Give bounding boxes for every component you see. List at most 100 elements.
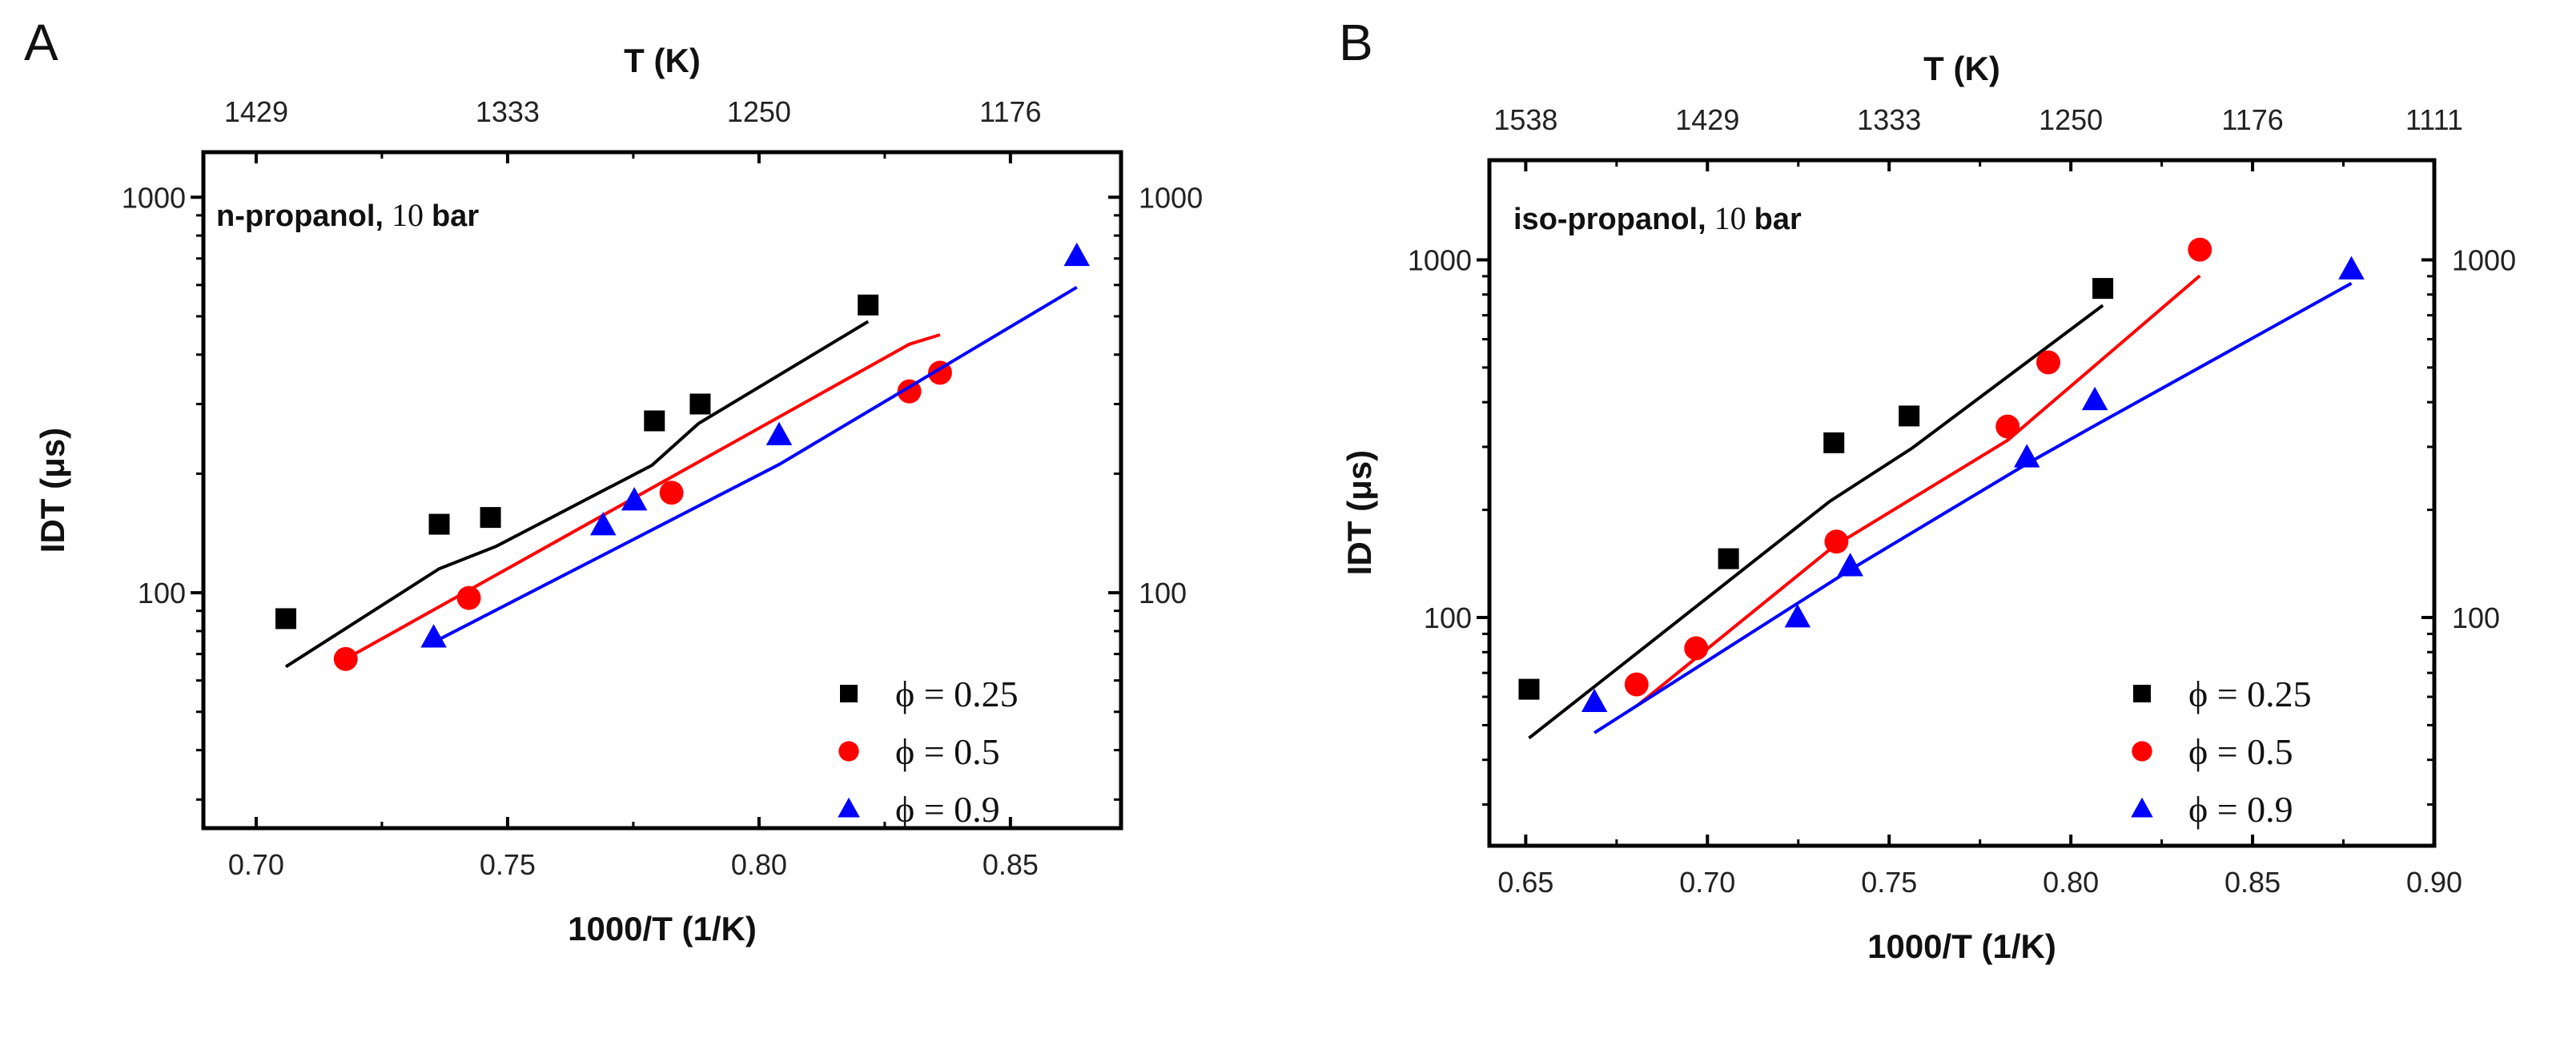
data-point-triangle — [589, 512, 617, 536]
legend-label: ϕ = 0.9 — [2188, 789, 2293, 830]
data-point-square — [428, 513, 450, 535]
series-square: ϕ = 0.25 — [1518, 278, 2312, 740]
x-tick-label: 0.70 — [1679, 866, 1735, 899]
data-point-circle — [1995, 414, 2020, 439]
y-tick-label: 1000 — [122, 181, 186, 214]
legend-marker-square — [2133, 685, 2151, 702]
data-point-triangle — [2013, 444, 2040, 468]
top-x-tick-label: 1333 — [1857, 103, 1921, 136]
data-point-triangle — [1837, 553, 1863, 577]
model-line-circle — [1635, 274, 2201, 708]
legend-label: ϕ = 0.25 — [895, 674, 1019, 714]
legend-label: ϕ = 0.9 — [895, 789, 1000, 830]
plot-frame — [1487, 158, 2437, 848]
x-tick-label: 0.80 — [731, 848, 787, 881]
x-tick-label: 0.70 — [228, 848, 284, 881]
data-point-circle — [659, 481, 684, 505]
top-x-tick-label: 1333 — [476, 95, 540, 128]
top-x-tick-label: 1538 — [1493, 103, 1557, 136]
legend-marker-triangle — [838, 797, 860, 818]
right-y-tick-label: 1000 — [1139, 181, 1203, 214]
annotation-pressure: 10 — [1714, 200, 1746, 236]
data-point-circle — [1684, 636, 1709, 661]
x-tick-label: 0.80 — [2043, 866, 2099, 899]
model-line-square — [1528, 304, 2104, 740]
series-triangle: ϕ = 0.9 — [420, 242, 1090, 830]
data-point-square — [858, 294, 879, 316]
y-tick-label: 100 — [1424, 601, 1472, 634]
y-axis-title: IDT (μs) — [1340, 450, 1378, 575]
legend-marker-square — [840, 685, 858, 702]
data-point-circle — [333, 646, 358, 671]
annotation-fuel: n-propanol, — [216, 199, 384, 233]
data-point-triangle — [420, 624, 447, 648]
y-tick-label: 1000 — [1408, 243, 1472, 276]
series-square: ϕ = 0.25 — [275, 294, 1019, 714]
data-point-square — [689, 393, 711, 415]
annotation-unit: bar — [432, 199, 479, 233]
right-y-tick-label: 1000 — [2452, 243, 2516, 276]
annotation-unit: bar — [1754, 203, 1802, 236]
model-line-square — [284, 320, 870, 669]
chart-panel-b: B 0.65 0.70 0.75 0.80 0.85 0.90 1538 1429 1333 125… — [1339, 14, 2516, 965]
data-point-square — [644, 410, 665, 432]
series-circle: ϕ = 0.5 — [1624, 237, 2293, 772]
annotation: iso-propanol, 10 bar — [1513, 200, 1802, 236]
annotation-fuel: iso-propanol, — [1513, 203, 1706, 236]
y-axis-title: IDT (μs) — [34, 428, 71, 553]
data-point-circle — [2188, 237, 2212, 262]
legend-label: ϕ = 0.25 — [2188, 674, 2312, 714]
data-point-triangle — [1784, 604, 1811, 628]
data-point-square — [480, 507, 501, 529]
x-axis-title: 1000/T (1/K) — [1867, 927, 2056, 965]
top-x-tick-label: 1111 — [2405, 103, 2463, 136]
data-point-triangle — [2081, 386, 2108, 411]
data-point-circle — [897, 379, 922, 404]
top-x-tick-label: 1250 — [2039, 103, 2103, 136]
series-circle: ϕ = 0.5 — [333, 333, 1000, 772]
top-x-tick-label: 1176 — [2221, 103, 2283, 136]
top-x-tick-label: 1429 — [1675, 103, 1739, 136]
top-x-tick-label: 1176 — [979, 95, 1041, 128]
top-x-tick-label: 1429 — [224, 95, 288, 128]
legend-marker-triangle — [2131, 797, 2153, 818]
x-tick-label: 0.65 — [1497, 866, 1553, 899]
data-point-square — [275, 608, 296, 630]
x-tick-label: 0.85 — [983, 848, 1039, 881]
chart-panel-a: A 0.70 0.75 0.80 0.85 1429 1333 1250 1176 100 100 1… — [24, 14, 1203, 947]
data-point-square — [2092, 278, 2114, 300]
data-point-square — [1899, 405, 1920, 427]
model-line-circle — [344, 333, 941, 661]
top-x-axis-title: T (K) — [624, 42, 701, 79]
panel-label: B — [1339, 14, 1373, 71]
data-point-circle — [456, 585, 481, 610]
x-tick-label: 0.85 — [2224, 866, 2281, 899]
annotation-pressure: 10 — [392, 197, 424, 233]
annotation: n-propanol, 10 bar — [216, 197, 479, 233]
data-point-triangle — [621, 487, 648, 511]
right-y-tick-label: 100 — [2452, 601, 2500, 634]
panel-label: A — [24, 14, 58, 71]
right-y-tick-label: 100 — [1139, 577, 1187, 609]
data-point-triangle — [2338, 255, 2365, 280]
top-x-axis-title: T (K) — [1923, 50, 2000, 87]
data-point-circle — [2036, 350, 2060, 375]
model-line-triangle — [1593, 281, 2353, 734]
legend-label: ϕ = 0.5 — [2188, 731, 2293, 772]
y-tick-label: 100 — [138, 577, 186, 609]
top-x-tick-label: 1250 — [727, 95, 791, 128]
x-tick-label: 0.90 — [2406, 866, 2462, 899]
data-point-triangle — [1581, 688, 1608, 712]
series-triangle: ϕ = 0.9 — [1581, 255, 2365, 830]
legend-marker-circle — [2132, 741, 2152, 762]
data-point-square — [1823, 432, 1845, 453]
x-tick-label: 0.75 — [1861, 866, 1917, 899]
data-point-triangle — [766, 421, 793, 445]
legend-label: ϕ = 0.5 — [895, 731, 1000, 772]
data-point-triangle — [1063, 242, 1090, 267]
data-point-square — [1518, 678, 1540, 700]
data-point-circle — [1624, 672, 1649, 697]
data-point-square — [1718, 548, 1739, 569]
model-line-triangle — [432, 285, 1078, 644]
